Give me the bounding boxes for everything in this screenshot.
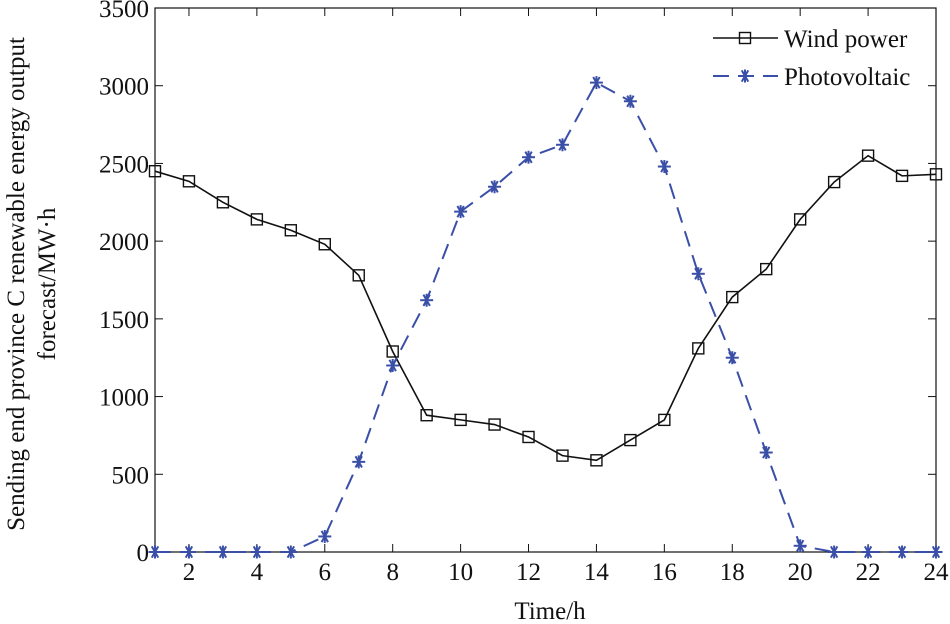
- legend-marker-wind-power: [738, 31, 752, 45]
- y-axis-label-line-1: Sending end province C renewable energy …: [3, 37, 30, 531]
- x-tick-label: 4: [251, 559, 264, 586]
- x-tick-label: 8: [386, 559, 399, 586]
- legend-label-photovoltaic: Photovoltaic: [784, 64, 910, 91]
- data-point-wind-power: [182, 175, 196, 188]
- series-photovoltaic: [148, 76, 943, 559]
- data-point-photovoltaic: [827, 545, 841, 559]
- plot-border: [154, 7, 937, 553]
- x-tick-label: 2: [183, 559, 196, 586]
- data-point-wind-power: [590, 454, 603, 467]
- data-point-photovoltaic: [691, 267, 705, 281]
- series-wind-power: [148, 149, 943, 467]
- series-line-photovoltaic: [155, 81, 936, 553]
- y-tick-label: 500: [112, 462, 150, 489]
- legend-label-wind-power: Wind power: [784, 26, 908, 53]
- data-point-wind-power: [318, 238, 331, 251]
- x-tick-label: 18: [720, 559, 745, 586]
- data-point-photovoltaic: [182, 545, 196, 559]
- x-tick-label: 16: [652, 559, 677, 586]
- data-point-wind-power: [692, 342, 705, 355]
- data-point-wind-power: [488, 418, 501, 431]
- data-point-wind-power: [827, 175, 841, 189]
- data-point-wind-power: [148, 164, 162, 178]
- series-line-wind-power: [154, 154, 937, 462]
- data-point-wind-power: [386, 345, 399, 358]
- data-point-wind-power: [760, 262, 773, 276]
- x-tick-label: 20: [788, 559, 813, 586]
- data-point-wind-power: [726, 290, 739, 304]
- y-tick-label: 3000: [99, 74, 149, 101]
- data-point-photovoltaic: [725, 351, 739, 365]
- data-point-wind-power: [454, 413, 467, 427]
- data-point-photovoltaic: [488, 180, 502, 194]
- data-point-wind-power: [250, 213, 264, 226]
- data-point-wind-power: [929, 168, 943, 181]
- y-tick-label: 2000: [99, 229, 149, 256]
- x-axis-label: Time/h: [514, 598, 586, 624]
- x-tick-label: 12: [516, 559, 541, 586]
- x-tick-label: 22: [856, 559, 881, 586]
- x-tick-label: 6: [319, 559, 332, 586]
- data-point-photovoltaic: [386, 358, 400, 372]
- y-tick-label: 0: [137, 540, 150, 567]
- x-tick-label: 14: [584, 559, 610, 586]
- x-tick-label: 10: [448, 559, 473, 586]
- y-tick-label: 1000: [99, 385, 149, 412]
- data-point-wind-power: [624, 433, 637, 447]
- y-tick-label: 2500: [99, 151, 149, 178]
- data-point-photovoltaic: [793, 539, 807, 553]
- y-tick-label: 1500: [99, 307, 149, 334]
- data-point-photovoltaic: [454, 205, 468, 219]
- plot-frame: [154, 7, 937, 553]
- data-point-photovoltaic: [216, 545, 230, 559]
- data-point-photovoltaic: [250, 545, 264, 559]
- data-point-wind-power: [895, 169, 909, 183]
- data-point-wind-power: [284, 224, 298, 237]
- data-point-photovoltaic: [318, 529, 332, 543]
- data-point-photovoltaic: [929, 545, 943, 559]
- y-tick-label: 3500: [99, 0, 149, 23]
- data-point-wind-power: [352, 269, 365, 282]
- legend: Wind power Photovoltaic: [713, 26, 910, 91]
- series-layer: [148, 76, 943, 559]
- y-axis-label-line-2: forecast/MW·h: [34, 207, 61, 360]
- data-point-photovoltaic: [352, 455, 366, 469]
- legend-marker-photovoltaic: [738, 69, 752, 83]
- data-point-wind-power: [522, 430, 535, 444]
- data-point-wind-power: [420, 409, 433, 422]
- data-point-wind-power: [658, 413, 671, 427]
- legend-item-wind-power: Wind power: [713, 26, 908, 53]
- data-point-photovoltaic: [895, 545, 909, 559]
- data-point-wind-power: [216, 196, 230, 209]
- x-tick-label: 24: [924, 559, 950, 586]
- data-point-photovoltaic: [861, 545, 875, 559]
- data-point-wind-power: [861, 149, 875, 162]
- data-point-photovoltaic: [589, 76, 603, 90]
- data-point-photovoltaic: [759, 446, 773, 460]
- data-point-wind-power: [793, 213, 807, 226]
- data-point-photovoltaic: [657, 160, 671, 174]
- data-point-photovoltaic: [284, 545, 298, 559]
- data-point-photovoltaic: [623, 94, 637, 108]
- data-point-wind-power: [556, 449, 569, 462]
- data-point-photovoltaic: [555, 138, 569, 152]
- data-point-photovoltaic: [148, 545, 162, 559]
- legend-item-photovoltaic: Photovoltaic: [713, 64, 910, 91]
- data-point-photovoltaic: [420, 293, 434, 307]
- data-point-photovoltaic: [522, 150, 536, 164]
